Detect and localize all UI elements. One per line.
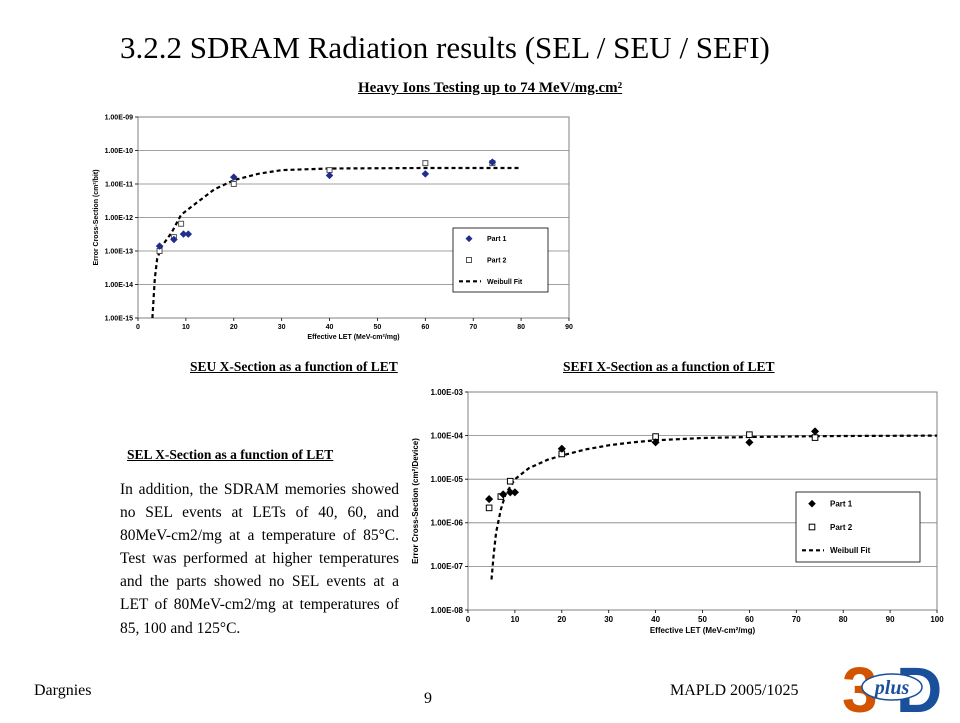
part-2-point	[230, 181, 237, 187]
legend-label: Weibull Fit	[487, 279, 523, 286]
x-tick-label: 40	[326, 324, 334, 331]
part-2-point	[506, 477, 514, 485]
x-tick-label: 60	[421, 324, 429, 331]
x-tick-label: 80	[839, 615, 848, 624]
3d-plus-logo: 3 D plus	[836, 654, 954, 723]
x-tick-label: 30	[604, 615, 613, 624]
x-tick-label: 90	[886, 615, 895, 624]
part-1-point	[484, 494, 494, 504]
x-tick-label: 60	[745, 615, 754, 624]
part-2-point	[178, 220, 185, 227]
x-tick-label: 0	[136, 324, 140, 331]
part-1-point	[184, 230, 193, 238]
legend-part-1-marker	[465, 235, 473, 243]
part-1-point	[810, 427, 820, 436]
y-tick-label: 1.00E-09	[105, 114, 134, 121]
x-tick-label: 0	[466, 615, 471, 624]
part-1-point	[651, 438, 660, 447]
x-tick-label: 80	[517, 324, 525, 331]
x-tick-label: 30	[278, 324, 286, 331]
part-2-point	[746, 431, 753, 438]
y-tick-label: 1.00E-03	[431, 388, 464, 397]
x-tick-label: 90	[565, 324, 573, 331]
y-tick-label: 1.00E-04	[431, 431, 464, 440]
svg-text:plus: plus	[873, 677, 910, 699]
y-tick-label: 1.00E-11	[105, 181, 133, 188]
y-tick-label: 1.00E-14	[105, 282, 134, 289]
page-subtitle: Heavy Ions Testing up to 74 MeV/mg.cm²	[358, 80, 623, 96]
part-1-point	[325, 171, 334, 180]
legend-label: Part 1	[830, 499, 853, 508]
x-tick-label: 20	[557, 615, 566, 624]
part-2-point	[811, 434, 819, 441]
y-tick-label: 1.00E-13	[105, 248, 134, 255]
page-number: 9	[424, 690, 432, 707]
legend-label: Part 2	[830, 523, 853, 532]
sefi-caption: SEFI X-Section as a function of LET	[563, 359, 775, 374]
x-tick-label: 100	[930, 615, 944, 624]
weibull-fit-line	[490, 434, 938, 580]
sefi-chart: 1.00E-08 1.00E-07 1.00E-06 1.00E-05 1.00E-04…	[411, 388, 944, 635]
x-tick-label: 70	[792, 615, 801, 624]
part-1-point	[745, 438, 754, 447]
legend-label: Part 1	[487, 236, 507, 243]
y-axis-label: Error Cross-Section (cm²/bit)	[93, 169, 100, 265]
part-1-point	[557, 444, 566, 453]
y-tick-label: 1.00E-12	[105, 215, 134, 222]
y-tick-label: 1.00E-06	[431, 519, 464, 528]
part-2-point	[485, 504, 493, 512]
x-tick-label: 10	[182, 324, 190, 331]
legend-part-2-marker	[808, 523, 816, 531]
sel-caption: SEL X-Section as a function of LET	[127, 447, 334, 462]
x-tick-label: 40	[651, 615, 660, 624]
y-tick-label: 1.00E-07	[431, 562, 464, 571]
seu-caption: SEU X-Section as a function of LET	[190, 359, 398, 374]
y-axis-label: Error Cross-Section (cm²/Device)	[411, 438, 420, 564]
legend-label: Weibull Fit	[830, 546, 871, 555]
part-1-point	[421, 170, 430, 178]
part-2-point	[422, 160, 429, 167]
x-axis-label: Effective LET (MeV-cm²/mg)	[307, 334, 399, 341]
x-tick-label: 20	[230, 324, 238, 331]
y-tick-label: 1.00E-15	[105, 315, 134, 322]
y-tick-label: 1.00E-08	[431, 606, 464, 615]
x-tick-label: 50	[374, 324, 382, 331]
x-tick-label: 10	[510, 615, 519, 624]
x-axis-label: Effective LET (MeV-cm²/mg)	[650, 626, 756, 635]
weibull-fit-line	[151, 166, 522, 319]
x-tick-label: 70	[469, 324, 477, 331]
legend-label: Part 2	[487, 257, 507, 264]
seu-chart: 1.00E-15 1.00E-14 1.00E-13 1.00E-12 1.00E-11…	[93, 114, 573, 341]
x-tick-label: 50	[698, 615, 707, 624]
part-1-point	[170, 235, 178, 244]
part-1-point	[229, 173, 238, 182]
legend-part-2-marker	[466, 257, 472, 263]
y-tick-label: 1.00E-10	[105, 148, 134, 155]
page-title: 3.2.2 SDRAM Radiation results (SEL / SEU…	[120, 30, 770, 65]
footer-author: Dargnies	[34, 682, 92, 699]
footer-conference: MAPLD 2005/1025	[670, 682, 799, 699]
y-tick-label: 1.00E-05	[431, 475, 464, 484]
sel-description: In addition, the SDRAM memories showed n…	[120, 481, 399, 637]
part-1-point	[510, 488, 520, 497]
part-1-point	[155, 242, 164, 250]
part-1-point	[488, 158, 497, 166]
part-1-point	[499, 490, 508, 499]
